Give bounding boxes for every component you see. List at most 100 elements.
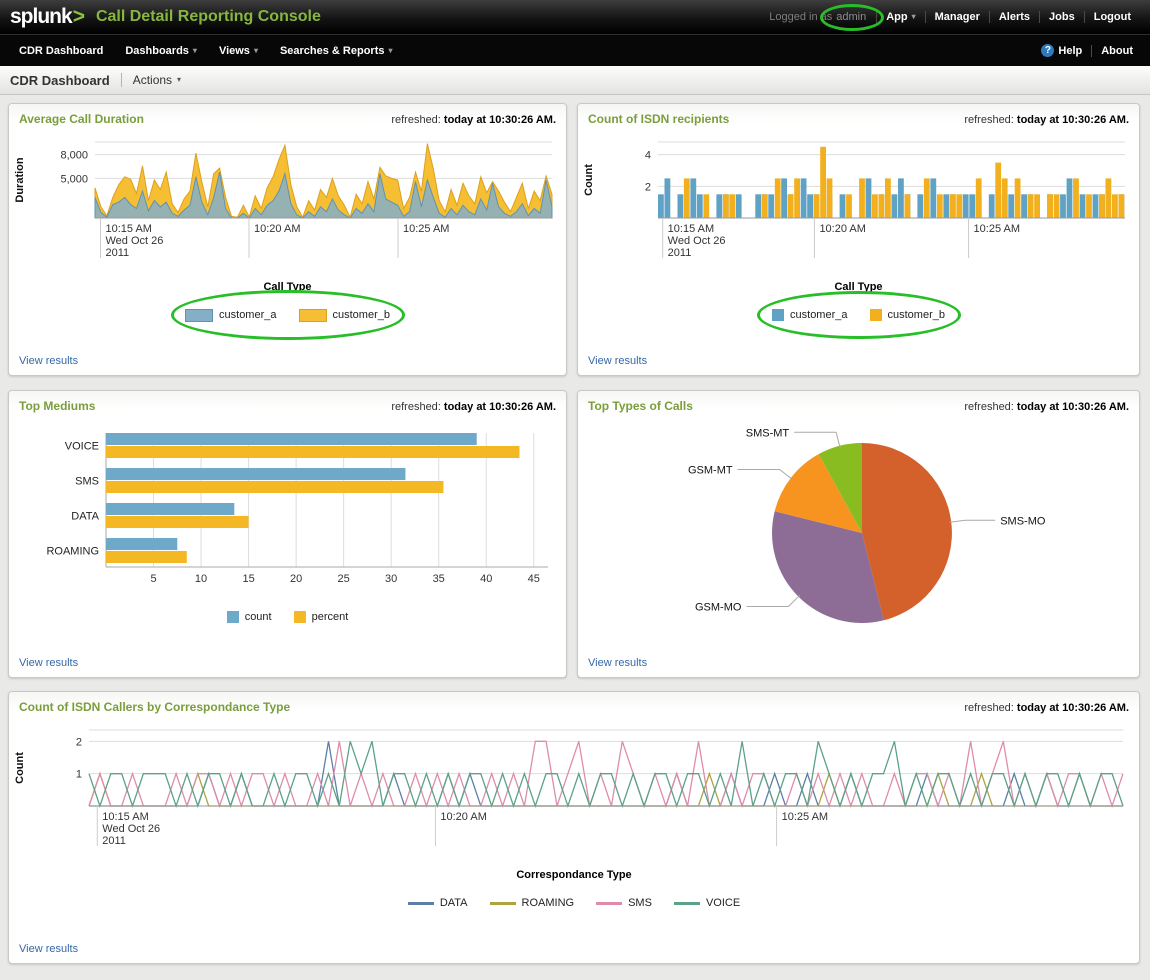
- svg-text:4: 4: [645, 150, 651, 162]
- chart-legend: customer_a customer_b: [9, 290, 566, 340]
- view-results-link[interactable]: View results: [588, 355, 648, 367]
- svg-text:10:15 AM: 10:15 AM: [102, 811, 148, 823]
- legend-title: Correspondance Type: [516, 869, 632, 881]
- splunk-logo[interactable]: splunk>: [10, 5, 85, 28]
- svg-text:Count: Count: [583, 164, 595, 196]
- divider: [1083, 11, 1085, 23]
- svg-text:15: 15: [242, 573, 254, 585]
- username: admin: [820, 4, 885, 31]
- svg-text:2011: 2011: [105, 247, 129, 259]
- nav-right: ? Help About: [1032, 44, 1142, 57]
- svg-text:10:25 AM: 10:25 AM: [403, 223, 449, 235]
- dashboard-row-1: Average Call Duration refreshed: today a…: [8, 103, 1142, 376]
- svg-text:DATA: DATA: [71, 511, 99, 523]
- svg-text:ROAMING: ROAMING: [46, 546, 99, 558]
- pie-chart[interactable]: SMS-MO GSM-MO GSM-MT SMS-MT: [580, 415, 1139, 652]
- divider: [924, 11, 926, 23]
- legend-swatch: [596, 901, 623, 905]
- refreshed-status: refreshed: today at 10:30:26 AM.: [964, 401, 1129, 413]
- panel-isdn-recipients: Count of ISDN recipients refreshed: toda…: [577, 103, 1140, 376]
- legend-item: customer_b: [869, 309, 945, 321]
- svg-text:Wed Oct 26: Wed Oct 26: [105, 235, 163, 247]
- svg-text:5,000: 5,000: [60, 173, 88, 185]
- panel-title: Average Call Duration: [19, 112, 144, 126]
- divider: [120, 73, 122, 87]
- svg-text:2011: 2011: [668, 247, 692, 259]
- svg-text:2011: 2011: [102, 835, 126, 847]
- actions-menu[interactable]: Actions ▾: [132, 73, 182, 87]
- chevron-down-icon: ▾: [388, 45, 393, 55]
- svg-text:25: 25: [338, 573, 350, 585]
- area-chart[interactable]: 5,000 8,000 Duration 10:15 AM Wed Oct 26 2011…: [11, 136, 566, 267]
- panel-title: Top Types of Calls: [588, 399, 693, 413]
- nav-dashboards[interactable]: Dashboards ▾: [125, 44, 197, 57]
- refreshed-status: refreshed: today at 10:30:26 AM.: [391, 114, 556, 126]
- header-user-menu: Logged in as admin App ▾ Manager Alerts J…: [769, 4, 1140, 31]
- breadcrumb: CDR Dashboard Actions ▾: [0, 66, 1150, 95]
- jobs-link[interactable]: Jobs: [1049, 11, 1075, 23]
- divider: [1039, 11, 1041, 23]
- app-title: Call Detail Reporting Console: [95, 8, 321, 25]
- svg-text:10:15 AM: 10:15 AM: [105, 223, 151, 235]
- legend-swatch: [673, 901, 700, 905]
- column-chart[interactable]: 2 4 Count 10:15 AM Wed Oct 26 2011 10:20 AM 10:…: [580, 136, 1139, 267]
- nav-searches-reports[interactable]: Searches & Reports ▾: [279, 44, 393, 57]
- help-link[interactable]: ? Help: [1041, 44, 1082, 57]
- logged-in-label: Logged in as: [769, 11, 833, 23]
- alerts-link[interactable]: Alerts: [998, 11, 1031, 23]
- logout-link[interactable]: Logout: [1093, 11, 1131, 23]
- legend-swatch: [489, 901, 516, 905]
- svg-text:Wed Oct 26: Wed Oct 26: [102, 823, 160, 835]
- nav-cdr-dashboard[interactable]: CDR Dashboard: [19, 44, 104, 57]
- svg-text:1: 1: [76, 769, 82, 781]
- legend-swatch: [293, 611, 306, 623]
- legend-item: customer_a: [185, 308, 277, 322]
- panel-header: Count of ISDN recipients refreshed: toda…: [578, 104, 1139, 126]
- panel-average-call-duration: Average Call Duration refreshed: today a…: [8, 103, 567, 376]
- chevron-down-icon: ▾: [253, 45, 258, 55]
- svg-text:5: 5: [150, 573, 156, 585]
- chevron-down-icon: ▾: [192, 45, 197, 55]
- chart-legend: DATA ROAMING SMS VOICE: [9, 894, 1139, 912]
- dashboard-row-3: Count of ISDN Callers by Correspondance …: [8, 691, 1142, 964]
- svg-text:10: 10: [195, 573, 207, 585]
- refreshed-status: refreshed: today at 10:30:26 AM.: [391, 401, 556, 413]
- panel-header: Average Call Duration refreshed: today a…: [9, 104, 566, 126]
- manager-link[interactable]: Manager: [934, 11, 980, 23]
- svg-text:GSM-MT: GSM-MT: [688, 465, 733, 477]
- app-menu[interactable]: App ▾: [886, 11, 916, 23]
- view-results-link[interactable]: View results: [588, 657, 648, 669]
- nav-views[interactable]: Views ▾: [218, 44, 258, 57]
- chart-legend: customer_a customer_b: [578, 291, 1139, 339]
- view-results-link[interactable]: View results: [19, 657, 79, 669]
- svg-text:SMS: SMS: [75, 476, 99, 488]
- app-header: splunk> Call Detail Reporting Console Lo…: [0, 0, 1150, 34]
- help-icon: ?: [1041, 44, 1055, 57]
- line-chart[interactable]: 1 2 Count 10:15 AM Wed Oct 26 2011 10:20 AM 10:…: [11, 724, 1139, 855]
- svg-text:10:15 AM: 10:15 AM: [668, 223, 714, 235]
- legend-swatch: [226, 611, 239, 623]
- legend-item: count: [226, 611, 272, 623]
- svg-text:10:20 AM: 10:20 AM: [440, 811, 486, 823]
- view-results-link[interactable]: View results: [19, 355, 79, 367]
- legend-title: Call Type: [834, 281, 883, 293]
- chevron-down-icon: ▾: [177, 75, 182, 84]
- svg-text:20: 20: [290, 573, 302, 585]
- legend-item: customer_b: [298, 308, 390, 322]
- legend-item: SMS: [596, 897, 652, 909]
- about-link[interactable]: About: [1101, 44, 1133, 57]
- panel-title: Count of ISDN Callers by Correspondance …: [19, 700, 291, 714]
- svg-text:30: 30: [385, 573, 397, 585]
- app-navbar: CDR Dashboard Dashboards ▾ Views ▾ Searche…: [0, 34, 1150, 66]
- svg-text:Wed Oct 26: Wed Oct 26: [668, 235, 726, 247]
- svg-text:10:25 AM: 10:25 AM: [782, 811, 828, 823]
- legend-swatch: [772, 309, 785, 321]
- svg-text:10:20 AM: 10:20 AM: [254, 223, 300, 235]
- legend-item: percent: [293, 611, 348, 623]
- hbar-chart[interactable]: 5 10 15 20 25 30 35 40 45 VOICE SMS DATA ROAMING: [11, 429, 566, 590]
- chart-legend: count percent: [9, 608, 566, 626]
- svg-text:35: 35: [433, 573, 445, 585]
- svg-text:10:20 AM: 10:20 AM: [819, 223, 865, 235]
- legend-item: VOICE: [673, 897, 740, 909]
- view-results-link[interactable]: View results: [19, 943, 79, 955]
